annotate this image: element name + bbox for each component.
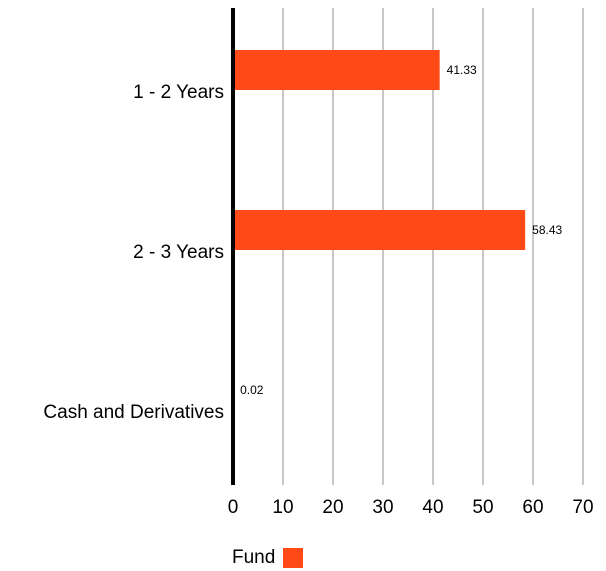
x-tick-label: 70	[572, 497, 593, 518]
category-label: 1 - 2 Years	[133, 82, 224, 103]
bar	[233, 210, 526, 250]
data-label: 41.33	[447, 63, 477, 77]
legend-label: Fund	[232, 547, 276, 568]
category-labels: 1 - 2 Years 2 - 3 Years Cash and Derivativ…	[43, 82, 224, 423]
data-label: 0.02	[240, 383, 264, 397]
x-tick-label: 0	[228, 497, 239, 518]
x-tick-label: 30	[372, 497, 393, 518]
data-label: 58.43	[532, 223, 562, 237]
bar	[233, 50, 440, 90]
x-tick-label: 10	[272, 497, 293, 518]
data-labels: 41.33 58.43 0.02	[240, 63, 562, 397]
legend-swatch	[283, 548, 304, 568]
legend: Fund	[232, 547, 304, 569]
x-tick-label: 60	[522, 497, 543, 518]
bars	[233, 50, 526, 410]
x-tick-label: 20	[322, 497, 343, 518]
x-tick-label: 40	[422, 497, 443, 518]
x-tick-labels: 0 10 20 30 40 50 60 70	[228, 497, 594, 518]
x-tick-label: 50	[472, 497, 493, 518]
category-label: Cash and Derivatives	[43, 402, 224, 423]
category-label: 2 - 3 Years	[133, 242, 224, 263]
